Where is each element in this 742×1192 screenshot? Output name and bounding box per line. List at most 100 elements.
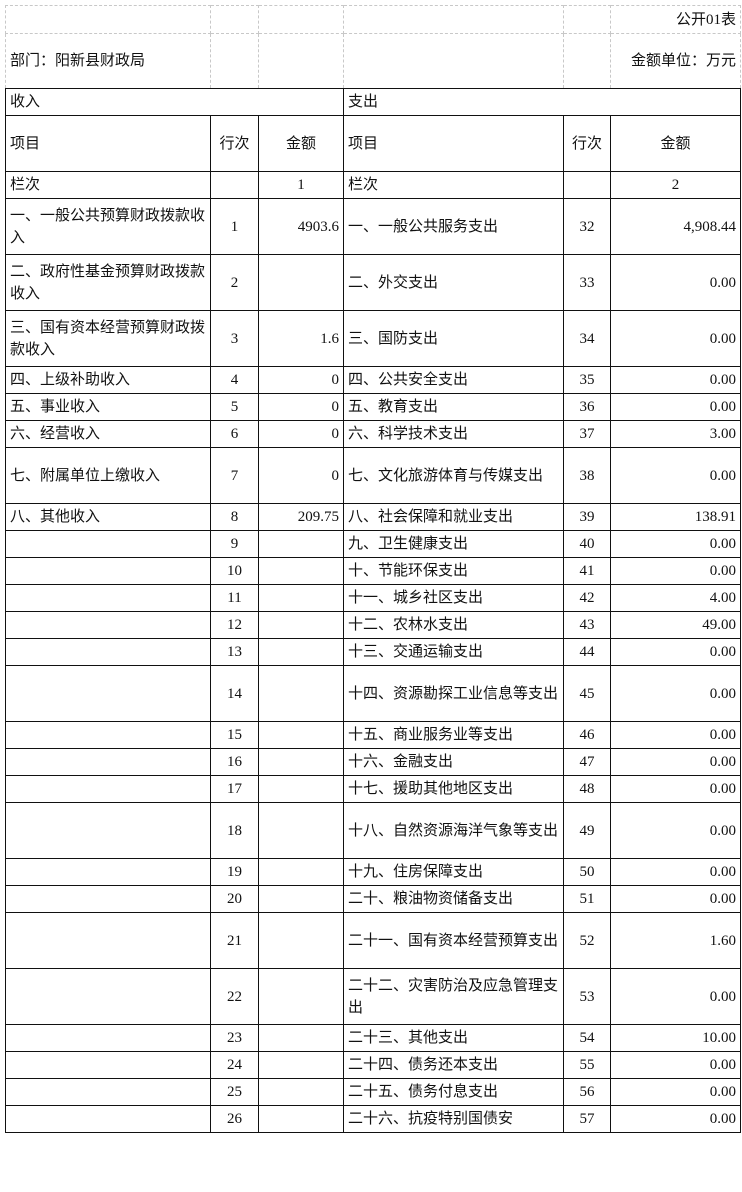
expense-row-no: 46 [563, 721, 611, 749]
income-row-no: 24 [210, 1051, 259, 1079]
income-row-no: 7 [210, 447, 259, 504]
income-amount [258, 611, 344, 639]
expense-row-no: 52 [563, 912, 611, 969]
income-item [5, 530, 211, 558]
form-number: 公开01表 [610, 5, 741, 34]
income-item [5, 665, 211, 722]
table-row: 10 十、节能环保支出 41 0.00 [5, 557, 741, 585]
income-amount [258, 530, 344, 558]
income-amount: 1.6 [258, 310, 344, 367]
expense-item: 十九、住房保障支出 [343, 858, 564, 886]
expense-amount: 0.00 [610, 447, 741, 504]
table-row: 23 二十三、其他支出 54 10.00 [5, 1024, 741, 1052]
income-column-index: 1 [258, 171, 344, 199]
income-amount [258, 721, 344, 749]
income-item [5, 557, 211, 585]
income-row-no-header: 行次 [210, 115, 259, 172]
expense-row-no-header: 行次 [563, 115, 611, 172]
table-row: 24 二十四、债务还本支出 55 0.00 [5, 1051, 741, 1079]
table-row: 11 十一、城乡社区支出 42 4.00 [5, 584, 741, 612]
income-row-no: 12 [210, 611, 259, 639]
expense-item: 十三、交通运输支出 [343, 638, 564, 666]
expense-amount: 0.00 [610, 748, 741, 776]
expense-amount: 0.00 [610, 638, 741, 666]
expense-item: 二十四、债务还本支出 [343, 1051, 564, 1079]
income-row-no: 22 [210, 968, 259, 1025]
column-header-row: 项目 行次 金额 项目 行次 金额 [5, 115, 741, 172]
expense-row-no: 44 [563, 638, 611, 666]
income-row-no: 11 [210, 584, 259, 612]
income-item: 七、附属单位上缴收入 [5, 447, 211, 504]
income-item: 三、国有资本经营预算财政拨款收入 [5, 310, 211, 367]
income-row-no: 1 [210, 198, 259, 255]
table-row: 七、附属单位上缴收入 7 0 七、文化旅游体育与传媒支出 38 0.00 [5, 447, 741, 504]
table-row: 三、国有资本经营预算财政拨款收入 3 1.6 三、国防支出 34 0.00 [5, 310, 741, 367]
income-item [5, 611, 211, 639]
expense-row-no: 38 [563, 447, 611, 504]
income-item [5, 584, 211, 612]
table-row: 13 十三、交通运输支出 44 0.00 [5, 638, 741, 666]
expense-row-no: 42 [563, 584, 611, 612]
income-amount [258, 885, 344, 913]
expense-item: 二十一、国有资本经营预算支出 [343, 912, 564, 969]
income-row-no: 9 [210, 530, 259, 558]
expense-amount: 0.00 [610, 310, 741, 367]
expense-item: 二十二、灾害防治及应急管理支出 [343, 968, 564, 1025]
expense-row-no: 41 [563, 557, 611, 585]
income-amount [258, 638, 344, 666]
expense-amount: 138.91 [610, 503, 741, 531]
income-amount-header: 金额 [258, 115, 344, 172]
expense-amount: 0.00 [610, 366, 741, 394]
income-row-no: 6 [210, 420, 259, 448]
table-row: 12 十二、农林水支出 43 49.00 [5, 611, 741, 639]
expense-item: 十四、资源勘探工业信息等支出 [343, 665, 564, 722]
column-index-row: 栏次 1 栏次 2 [5, 171, 741, 199]
income-amount [258, 912, 344, 969]
expense-row-no: 34 [563, 310, 611, 367]
expense-row-no: 53 [563, 968, 611, 1025]
table-row: 六、经营收入 6 0 六、科学技术支出 37 3.00 [5, 420, 741, 448]
income-section: 收入 [5, 88, 344, 116]
income-amount [258, 968, 344, 1025]
expense-amount-header: 金额 [610, 115, 741, 172]
expense-item: 二十三、其他支出 [343, 1024, 564, 1052]
expense-section: 支出 [343, 88, 741, 116]
expense-item: 十七、援助其他地区支出 [343, 775, 564, 803]
income-item [5, 968, 211, 1025]
income-item: 五、事业收入 [5, 393, 211, 421]
income-amount [258, 802, 344, 859]
income-item [5, 1024, 211, 1052]
expense-row-no: 57 [563, 1105, 611, 1133]
expense-row-no: 40 [563, 530, 611, 558]
income-row-no: 23 [210, 1024, 259, 1052]
expense-item: 五、教育支出 [343, 393, 564, 421]
expense-item: 二十六、抗疫特别国债安 [343, 1105, 564, 1133]
expense-item: 十五、商业服务业等支出 [343, 721, 564, 749]
column-index-label: 栏次 [5, 171, 211, 199]
expense-row-no: 43 [563, 611, 611, 639]
income-expense-table: 公开01表 部门：阳新县财政局 金额单位：万元 收入 支出 项目 行次 金额 项… [5, 5, 741, 1133]
income-amount [258, 665, 344, 722]
expense-amount: 0.00 [610, 721, 741, 749]
expense-row-no: 55 [563, 1051, 611, 1079]
income-amount [258, 1078, 344, 1106]
form-number-row: 公开01表 [5, 5, 741, 34]
income-amount [258, 1024, 344, 1052]
expense-amount: 49.00 [610, 611, 741, 639]
income-row-no: 13 [210, 638, 259, 666]
expense-amount: 4.00 [610, 584, 741, 612]
table-row: 26 二十六、抗疫特别国债安 57 0.00 [5, 1105, 741, 1133]
income-amount [258, 858, 344, 886]
expense-row-no: 45 [563, 665, 611, 722]
income-row-no: 21 [210, 912, 259, 969]
income-item [5, 885, 211, 913]
expense-item: 六、科学技术支出 [343, 420, 564, 448]
income-item [5, 1105, 211, 1133]
expense-amount: 0.00 [610, 393, 741, 421]
expense-item: 十、节能环保支出 [343, 557, 564, 585]
expense-amount: 0.00 [610, 557, 741, 585]
table-row: 16 十六、金融支出 47 0.00 [5, 748, 741, 776]
expense-item: 一、一般公共服务支出 [343, 198, 564, 255]
income-item: 六、经营收入 [5, 420, 211, 448]
expense-row-no: 49 [563, 802, 611, 859]
